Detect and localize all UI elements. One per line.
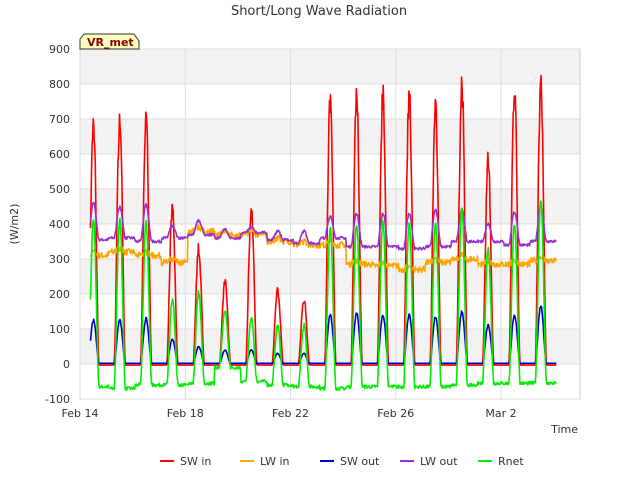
station-badge: VR_met <box>79 33 140 50</box>
y-axis-ticks: -100 0 100 200 300 400 500 600 700 800 900 <box>45 43 70 406</box>
plot-band <box>80 49 580 84</box>
x-axis-label: Time <box>550 423 578 436</box>
series-line-rnet <box>89 200 557 392</box>
y-tick-label: 900 <box>49 43 70 56</box>
y-tick-label: 300 <box>49 253 70 266</box>
x-tick-label: Feb 26 <box>377 407 414 420</box>
station-badge-label: VR_met <box>87 36 134 49</box>
x-tick-label: Feb 22 <box>272 407 309 420</box>
series-line-sw-in <box>89 74 557 366</box>
y-tick-label: 700 <box>49 113 70 126</box>
legend: SW in LW in SW out LW out Rnet <box>160 455 524 468</box>
plot-band <box>80 154 580 189</box>
plot-band <box>80 364 580 399</box>
plot-band <box>80 189 580 224</box>
x-axis-ticks: Feb 14 Feb 18 Feb 22 Feb 26 Mar 2 <box>62 407 517 420</box>
legend-label: Rnet <box>498 455 524 468</box>
y-tick-label: 500 <box>49 183 70 196</box>
x-tick-label: Feb 14 <box>62 407 99 420</box>
plot-band <box>80 294 580 329</box>
series-lines <box>89 74 557 392</box>
legend-label: LW in <box>260 455 290 468</box>
y-axis-label: (W/m2) <box>8 204 21 245</box>
chart-title: Short/Long Wave Radiation <box>231 4 407 19</box>
legend-label: SW in <box>180 455 211 468</box>
series-line-lw-out <box>89 201 557 251</box>
plot-band <box>80 329 580 364</box>
y-tick-label: 800 <box>49 78 70 91</box>
x-tick-label: Mar 2 <box>485 407 516 420</box>
y-tick-label: 200 <box>49 288 70 301</box>
y-tick-label: 100 <box>49 323 70 336</box>
legend-label: SW out <box>340 455 380 468</box>
x-tick-label: Feb 18 <box>167 407 204 420</box>
y-tick-label: -100 <box>45 393 70 406</box>
y-tick-label: 0 <box>63 358 70 371</box>
legend-label: LW out <box>420 455 458 468</box>
series-line-lw-in <box>89 224 557 274</box>
plot-band <box>80 119 580 154</box>
y-tick-label: 400 <box>49 218 70 231</box>
y-tick-label: 600 <box>49 148 70 161</box>
